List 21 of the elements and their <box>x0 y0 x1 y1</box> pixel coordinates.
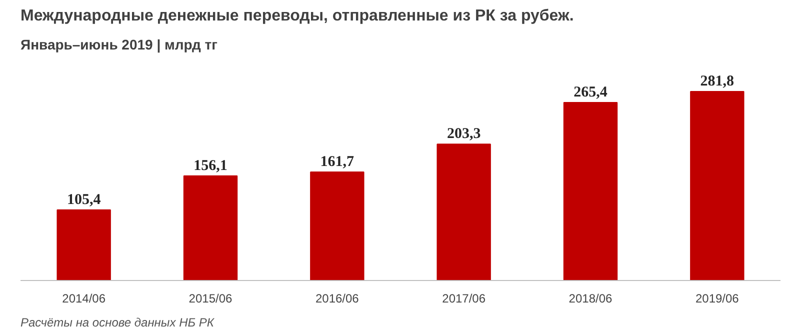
data-label: 281,8 <box>700 74 734 90</box>
data-label: 156,1 <box>194 158 228 174</box>
x-tick-label: 2016/06 <box>315 292 360 306</box>
bar <box>563 102 618 280</box>
x-tick-label: 2018/06 <box>568 292 613 306</box>
data-label: 265,4 <box>574 84 608 101</box>
bar <box>436 144 491 280</box>
bar <box>56 209 111 280</box>
bar <box>183 175 238 280</box>
x-tick-label: 2014/06 <box>62 292 106 306</box>
data-label: 203,3 <box>446 126 481 142</box>
chart-subtitle: Январь–июнь 2019 | млрд тг <box>20 36 218 54</box>
bar <box>690 91 744 280</box>
chart-title: Международные денежные переводы, отправленные из РК за рубеж. <box>20 8 574 24</box>
bar <box>310 172 364 280</box>
data-label: 105,4 <box>66 192 102 208</box>
data-label: 161,7 <box>320 154 355 170</box>
x-tick-label: 2015/06 <box>188 292 233 306</box>
x-tick-label: 2019/06 <box>695 292 740 306</box>
text: Расчёты на основе данных НБ РК <box>20 316 215 330</box>
x-tick-label: 2017/06 <box>442 292 486 306</box>
